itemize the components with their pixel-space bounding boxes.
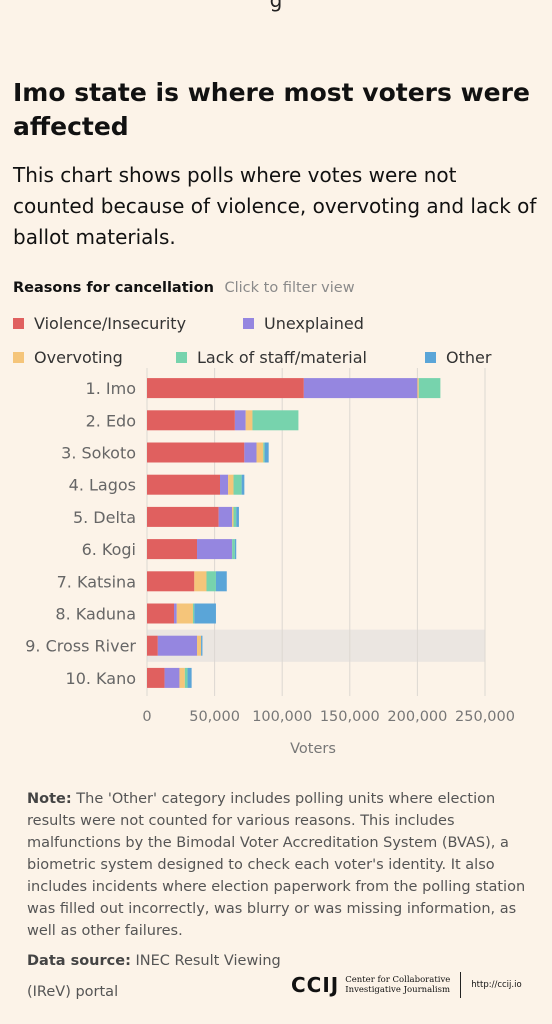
bar-segment <box>228 474 234 495</box>
logo-text: Center for Collaborative Investigative J… <box>345 975 450 995</box>
note-label: Note: <box>27 791 72 807</box>
bar-segment <box>245 410 253 431</box>
legend-swatch-unexplained <box>243 318 254 329</box>
clipped-heading: g <box>269 0 283 12</box>
bar-segment <box>233 506 237 527</box>
bar-segment <box>174 603 177 624</box>
chart-title: Imo state is where most voters were affe… <box>13 78 530 141</box>
bar-segment <box>176 603 193 624</box>
bar-segment <box>147 539 198 560</box>
bar-segment <box>206 571 216 592</box>
chart-subtitle: This chart shows polls where votes were … <box>13 163 537 249</box>
logo-divider <box>460 972 462 998</box>
bar-segment <box>194 603 216 624</box>
bar-segment <box>252 410 299 431</box>
x-tick-label: 100,000 <box>252 709 312 725</box>
legend-violence[interactable]: Violence/Insecurity <box>13 314 186 333</box>
x-tick-label: 50,000 <box>189 709 240 725</box>
legend-label-overvoting: Overvoting <box>34 348 123 367</box>
highlight-band <box>147 629 485 662</box>
bar-segment <box>218 506 233 527</box>
logo-mark: CCIJ <box>291 973 340 997</box>
bar-segment <box>184 667 188 688</box>
logo-line-2: Investigative Journalism <box>345 985 451 995</box>
x-axis-label: Voters <box>290 741 336 757</box>
source-label: Data source: <box>27 953 131 969</box>
bar-segment <box>147 378 304 399</box>
chart-note: Note: The 'Other' category includes poll… <box>27 788 527 942</box>
bar-segment <box>147 603 175 624</box>
legend-swatch-lack-of-staff <box>176 352 187 363</box>
legend-other[interactable]: Other <box>425 348 491 367</box>
filter-header: Reasons for cancellation Click to filter… <box>13 280 355 296</box>
bar-segment <box>194 571 207 592</box>
bar-segment <box>256 442 264 463</box>
bar-segment <box>147 506 219 527</box>
category-label: 6. Kogi <box>82 540 136 559</box>
note-text: The 'Other' category includes polling un… <box>27 791 526 939</box>
source-text: INEC Result Viewing (IReV) portal <box>27 953 281 1000</box>
bar-segment <box>201 635 203 656</box>
bar-segment <box>232 539 235 560</box>
legend-swatch-overvoting <box>13 352 24 363</box>
bar-segment <box>215 571 227 592</box>
category-label: 3. Sokoto <box>61 444 136 463</box>
bar-segment <box>263 442 265 463</box>
bar-segment <box>147 635 158 656</box>
bar-segment <box>303 378 418 399</box>
bar-segment <box>192 603 195 624</box>
category-label: 8. Kaduna <box>55 605 136 624</box>
legend-label-violence: Violence/Insecurity <box>34 314 187 333</box>
x-tick-label: 150,000 <box>320 709 380 725</box>
x-tick-label: 0 <box>142 709 151 725</box>
stacked-bar-chart: 1. Imo 2. Edo 3. Sokoto 4. Lagos 5. Delta 6. … <box>25 368 515 757</box>
bar-segment <box>147 474 221 495</box>
legend-unexplained[interactable]: Unexplained <box>243 314 364 333</box>
bar-segment <box>236 506 239 527</box>
logo-line-1: Center for Collaborative <box>345 975 451 985</box>
legend-swatch-violence <box>13 318 24 329</box>
category-label: 2. Edo <box>86 411 136 430</box>
category-label: 7. Katsina <box>57 572 136 591</box>
bar-segment <box>147 667 165 688</box>
legend-overvoting[interactable]: Overvoting <box>13 348 123 367</box>
bar-segment <box>234 410 246 431</box>
legend-label-unexplained: Unexplained <box>264 314 364 333</box>
bar-segment <box>234 539 237 560</box>
bar-segment <box>197 539 233 560</box>
bar-segment <box>164 667 180 688</box>
legend-label-other: Other <box>446 348 492 367</box>
logo-url: http://ccij.io <box>471 980 522 990</box>
filter-label: Reasons for cancellation <box>13 280 214 296</box>
legend-swatch-other <box>425 352 436 363</box>
bar-segment <box>147 571 195 592</box>
bar-segment <box>244 442 257 463</box>
bar-segment <box>187 667 192 688</box>
x-tick-label: 200,000 <box>387 709 447 725</box>
ccij-logo[interactable]: CCIJ Center for Collaborative Investigat… <box>291 970 522 1000</box>
category-label: 10. Kano <box>66 669 136 688</box>
category-label: 5. Delta <box>73 508 136 527</box>
category-label: 4. Lagos <box>69 476 136 495</box>
bar-segment <box>147 410 235 431</box>
filter-hint: Click to filter view <box>224 280 355 296</box>
bar-segment <box>147 442 245 463</box>
bar-segment <box>220 474 229 495</box>
bar-segment <box>157 635 198 656</box>
bar-segment <box>418 378 441 399</box>
category-label: 1. Imo <box>86 379 136 398</box>
bar-segment <box>232 506 234 527</box>
bar-segment <box>233 474 242 495</box>
bar-segment <box>264 442 269 463</box>
legend-lack-of-staff[interactable]: Lack of staff/material <box>176 348 367 367</box>
bar-segment <box>197 635 202 656</box>
x-tick-label: 250,000 <box>455 709 515 725</box>
category-label: 9. Cross River <box>25 637 136 656</box>
bar-segment <box>179 667 185 688</box>
data-source: Data source: INEC Result Viewing (IReV) … <box>27 946 287 1008</box>
legend-label-lack-of-staff: Lack of staff/material <box>197 348 367 367</box>
bar-segment <box>241 474 245 495</box>
bar-segment <box>417 378 419 399</box>
